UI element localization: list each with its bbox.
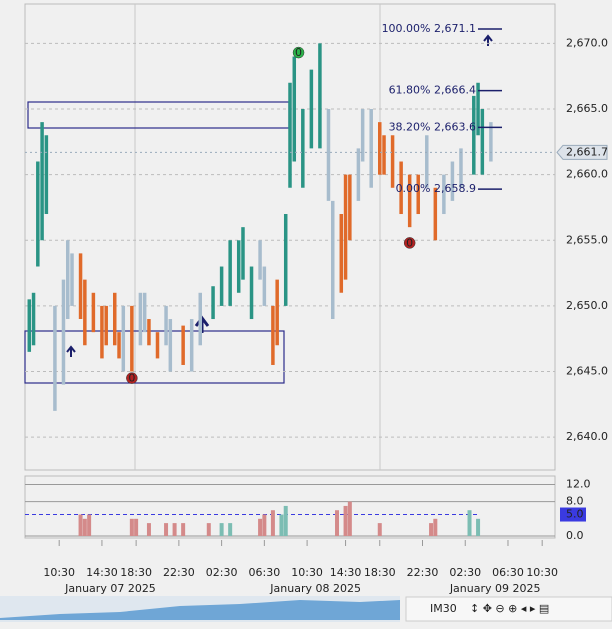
fib-label: 100.00% 2,671.1 <box>382 22 476 35</box>
y-tick-label: 2,645.0 <box>566 365 608 378</box>
toolbar <box>405 596 612 622</box>
x-tick-label: 18:30 <box>364 566 396 579</box>
instrument[interactable]: IM30 <box>430 602 457 615</box>
volume-bar <box>429 523 434 536</box>
last-price-label: 2,661.7 <box>566 145 608 158</box>
volume-tick-label: 0.0 <box>566 529 584 542</box>
x-tick-label: 22:30 <box>407 566 439 579</box>
x-tick-label: 02:30 <box>206 566 238 579</box>
volume-bar <box>134 518 139 536</box>
volume-bar <box>228 523 233 536</box>
x-tick-label: 10:30 <box>43 566 75 579</box>
y-tick-label: 2,640.0 <box>566 430 608 443</box>
volume-bar <box>262 514 267 536</box>
volume-bar <box>343 505 348 536</box>
x-tick-label: 02:30 <box>449 566 481 579</box>
volume-bar <box>258 518 263 536</box>
y-tick-label: 2,655.0 <box>566 233 608 246</box>
date-label: January 08 2025 <box>269 582 361 595</box>
price-panel <box>24 3 556 471</box>
fib-label: 61.80% 2,666.4 <box>389 84 476 97</box>
volume-bar <box>146 523 151 536</box>
x-tick-label: 14:30 <box>86 566 118 579</box>
arrow-up <box>66 345 76 357</box>
fib-label: 38.20% 2,663.6 <box>389 120 476 133</box>
x-tick-label: 10:30 <box>526 566 558 579</box>
volume-bar <box>172 523 177 536</box>
x-tick-label: 06:30 <box>249 566 281 579</box>
arrow-up <box>483 34 493 46</box>
fib-label: 0.00% 2,658.9 <box>396 182 476 195</box>
volume-tick-label: 8.0 <box>566 495 584 508</box>
navigator-area <box>0 600 400 620</box>
volume-bar <box>283 505 288 536</box>
y-tick-label: 2,670.0 <box>566 36 608 49</box>
volume-bar <box>206 523 211 536</box>
volume-bar <box>87 514 92 536</box>
volume-tick-label: 12.0 <box>566 477 591 490</box>
signal <box>403 237 416 249</box>
volume-bar <box>347 501 352 536</box>
volume-bar <box>433 518 438 536</box>
volume-bar <box>467 510 472 536</box>
signal <box>292 46 305 59</box>
volume-bar <box>335 510 340 536</box>
toolbar-icons[interactable]: ↕ ✥ ⊖ ⊕ ◂ ▸ ▤ <box>470 602 549 615</box>
arrow-up <box>194 315 210 333</box>
volume-bar <box>476 518 481 536</box>
x-tick-label: 14:30 <box>330 566 362 579</box>
x-tick-label: 22:30 <box>163 566 195 579</box>
threshold-label: 5.0 <box>566 508 584 521</box>
volume-bar <box>270 510 275 536</box>
volume-bar <box>164 523 169 536</box>
volume-bar <box>181 523 186 536</box>
signal-label: 0 <box>128 372 135 385</box>
x-tick-label: 18:30 <box>120 566 152 579</box>
last-price-tag <box>556 144 608 160</box>
date-label: January 07 2025 <box>64 582 156 595</box>
volume-bar <box>377 523 382 536</box>
signal <box>126 372 138 384</box>
date-label: January 09 2025 <box>449 582 541 595</box>
volume-bar <box>219 523 224 536</box>
x-tick-label: 10:30 <box>291 566 323 579</box>
volume-panel <box>24 475 556 539</box>
y-tick-label: 2,650.0 <box>566 299 608 312</box>
y-tick-label: 2,660.0 <box>566 168 608 181</box>
signal-label: 0 <box>406 236 413 249</box>
x-tick-label: 06:30 <box>492 566 524 579</box>
volume-bar <box>78 514 83 536</box>
signal-label: 0 <box>295 46 302 59</box>
volume-bar <box>279 514 284 536</box>
zone-box <box>24 330 285 384</box>
volume-bar <box>82 518 87 536</box>
volume-bar <box>129 518 134 536</box>
threshold-tag <box>560 507 586 522</box>
y-tick-label: 2,665.0 <box>566 102 608 115</box>
